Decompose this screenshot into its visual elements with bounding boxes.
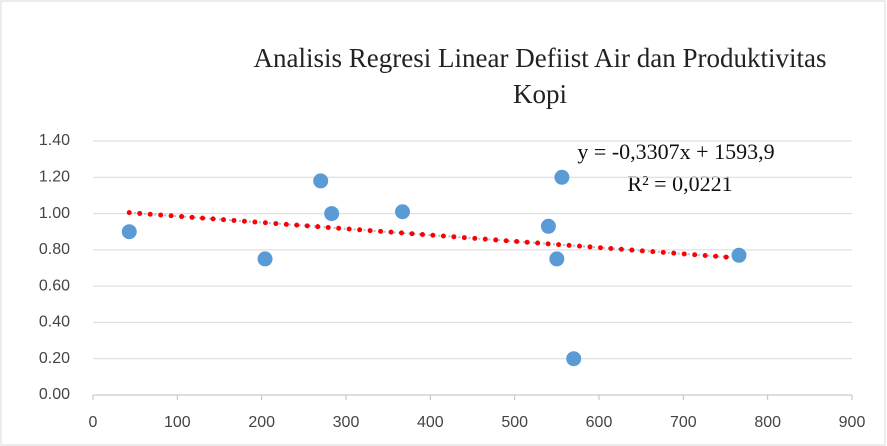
y-tick-label: 0.60 [39,277,70,294]
y-tick-label: 0.20 [39,350,70,367]
equation: y = -0,3307x + 1593,9 [577,139,774,164]
x-tick-label: 600 [586,414,613,431]
r-squared: R² = 0,0221 [627,171,732,196]
data-point [395,204,411,220]
data-point [549,251,565,267]
y-tick-label: 1.40 [39,132,70,149]
y-tick-label: 1.20 [39,169,70,186]
data-point [566,351,582,367]
data-point [554,169,570,185]
data-point [731,247,747,263]
x-tick-label: 300 [333,414,360,431]
x-tick-label: 800 [754,414,781,431]
chart-title: Analisis Regresi Linear Defiist Air dan … [253,43,827,109]
x-tick-label: 900 [839,414,866,431]
y-tick-label: 1.00 [39,205,70,222]
x-tick-label: 0 [89,414,98,431]
x-tick-label: 700 [670,414,697,431]
data-point [257,251,273,267]
data-point [313,173,329,189]
y-tick-label: 0.40 [39,314,70,331]
x-tick-label: 200 [248,414,275,431]
data-point [324,206,340,222]
x-tick-label: 500 [501,414,528,431]
x-tick-label: 100 [164,414,191,431]
x-tick-label: 400 [417,414,444,431]
y-tick-label: 0.00 [39,386,70,403]
y-tick-label: 0.80 [39,241,70,258]
trendline [126,210,742,261]
data-point [121,224,137,240]
data-point [540,218,556,234]
